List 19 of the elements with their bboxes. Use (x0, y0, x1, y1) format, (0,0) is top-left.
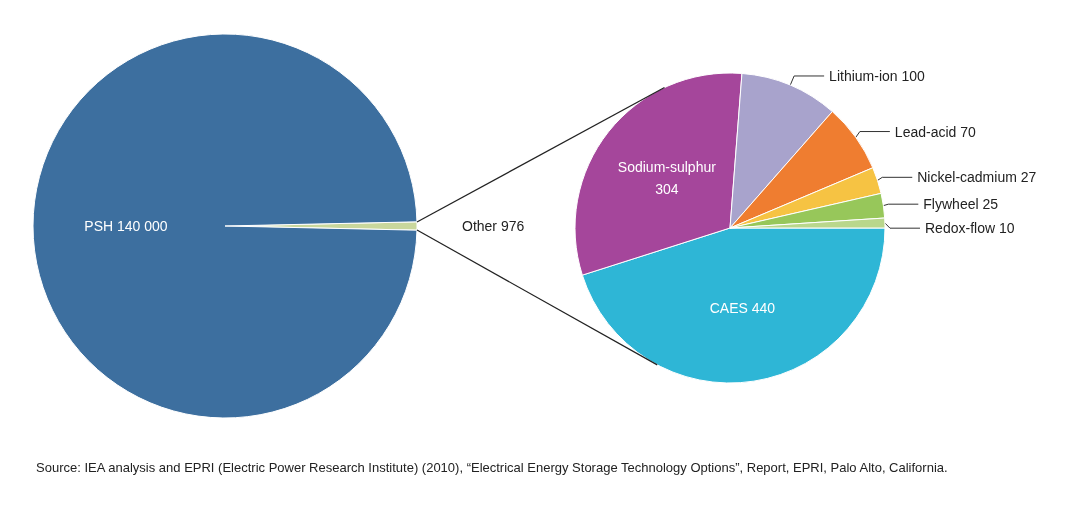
data-label: 27 (1020, 169, 1037, 186)
data-label: 10 (998, 220, 1015, 237)
slice-label: Flywheel (923, 196, 979, 213)
slice-label: Other (462, 218, 498, 234)
slice-label: Lead-acid (894, 123, 957, 140)
slice-label: Redox-flow (925, 220, 996, 237)
data-label: 100 (901, 67, 926, 84)
slice-label: PSH (84, 218, 114, 234)
data-label: 304 (655, 181, 679, 198)
slice-label: Sodium-sulphur (617, 159, 717, 176)
data-label: 25 (982, 196, 999, 213)
slice-label: CAES (709, 299, 748, 316)
source-note: Source: IEA analysis and EPRI (Electric Power Research Institute) (2010), “Electrical Energy Storage Technology Options”, Report, EPRI, Palo Alto, California. (36, 459, 949, 477)
slice-label: Lithium-ion (829, 67, 898, 84)
data-label: 140 000 (117, 218, 168, 234)
slice-label: Nickel-cadmium (917, 169, 1017, 186)
data-label: 976 (500, 218, 525, 234)
data-label: 440 (751, 299, 776, 316)
data-label: 70 (960, 123, 977, 140)
